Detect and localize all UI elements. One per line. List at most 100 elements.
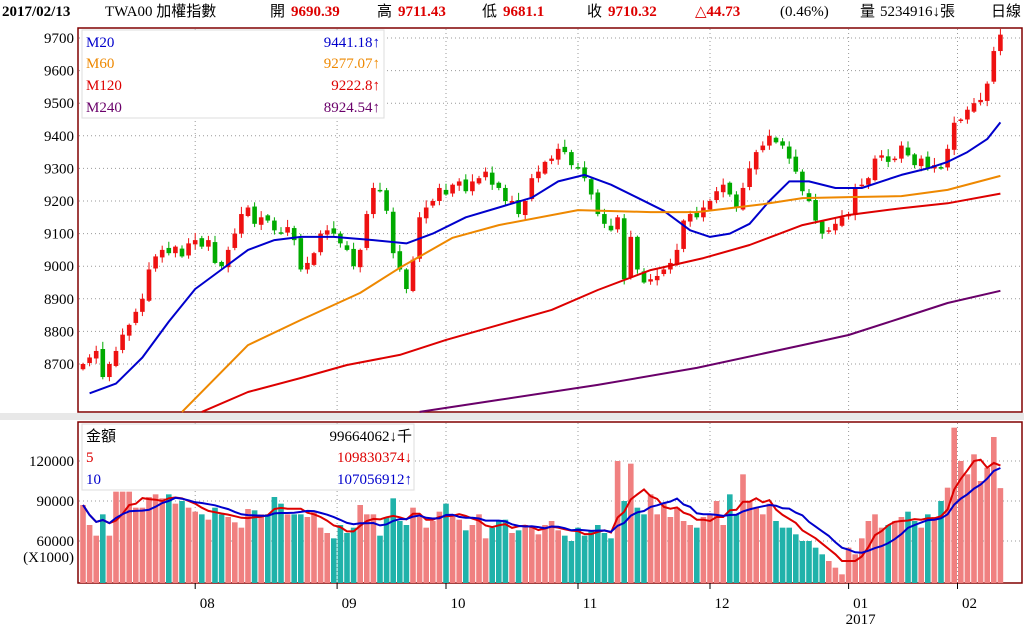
volume-tick-label: 120000 — [29, 454, 74, 470]
candle-body — [166, 247, 172, 254]
volume-bar — [119, 491, 126, 583]
volume-bar — [931, 517, 938, 583]
volume-bar — [964, 474, 971, 583]
volume-bar — [469, 525, 476, 583]
candle-body — [410, 259, 416, 291]
volume-bar — [581, 535, 588, 583]
volume-bar — [852, 554, 858, 583]
volume-bar — [562, 535, 568, 583]
volume-bar — [152, 494, 159, 583]
high-label: 高 — [377, 3, 392, 20]
candle-body — [107, 364, 112, 378]
volume-bar — [416, 517, 423, 583]
volume-bar — [311, 511, 317, 583]
candle-body — [186, 243, 191, 256]
volume-bar — [621, 501, 627, 583]
candle-body — [120, 334, 125, 350]
panel-splitter[interactable] — [0, 413, 1024, 420]
low-label: 低 — [482, 3, 497, 20]
candle-body — [470, 181, 475, 192]
volume-bar — [509, 533, 515, 583]
candle-body — [516, 200, 521, 215]
candle-body — [998, 34, 1003, 52]
candle-body — [404, 269, 409, 290]
candle-body — [364, 214, 370, 248]
candle-body — [390, 211, 396, 254]
volume-bar — [878, 527, 885, 583]
ma-line-m60 — [181, 174, 1001, 413]
volume-bar — [199, 514, 205, 583]
volume-bar — [529, 527, 535, 583]
symbol-name: TWA00 加權指數 — [105, 3, 216, 20]
volume-value: 5234916↓張 — [880, 4, 955, 20]
volume-bar — [410, 507, 416, 583]
price-tick-label: 9600 — [44, 64, 74, 80]
volume-bars — [80, 427, 1004, 583]
volume-bar — [938, 501, 944, 583]
volume-legend: 金額 99664062↓千 5 109830374↓ 10 107056912↑ — [81, 423, 415, 491]
legend-m20-value: 9441.18↑ — [324, 35, 380, 51]
candle-body — [899, 145, 904, 159]
volume-bar — [641, 514, 647, 583]
candle-body — [225, 249, 231, 268]
volume-bar — [832, 567, 839, 583]
candle-body — [978, 99, 983, 103]
candle-body — [984, 83, 990, 101]
candle-body — [232, 233, 238, 248]
candle-body — [991, 51, 997, 82]
quote-date: 2017/02/13 — [2, 4, 70, 20]
price-tick-label: 9500 — [44, 96, 74, 112]
volume-bar — [278, 503, 284, 583]
candle-body — [661, 269, 667, 275]
legend-ma10-value: 107056912↑ — [337, 472, 412, 488]
candle-body — [245, 207, 251, 216]
price-tick-label: 9200 — [44, 194, 74, 210]
legend-m120-name: M120 — [86, 78, 122, 94]
candle-body — [199, 238, 205, 247]
volume-bar — [159, 498, 165, 583]
volume-bar — [628, 463, 634, 583]
high-value: 9711.43 — [398, 4, 446, 20]
candle-body — [443, 189, 449, 195]
candle-body — [351, 248, 356, 267]
volume-bar — [997, 488, 1004, 583]
volume-label: 量 — [860, 4, 875, 20]
candle-body — [529, 178, 535, 200]
candle-body — [727, 182, 733, 195]
candle-body — [450, 184, 455, 194]
volume-bar — [482, 538, 489, 583]
month-label: 10 — [451, 596, 466, 612]
volume-bar — [548, 521, 555, 583]
volume-bar — [397, 521, 403, 583]
candle-body — [872, 158, 878, 181]
candle-body — [140, 298, 145, 312]
volume-bar — [364, 514, 370, 583]
candle-body — [628, 236, 634, 278]
volume-bar — [892, 521, 898, 583]
period-label[interactable]: 日線 — [991, 3, 1021, 20]
volume-bar — [568, 541, 575, 583]
candle-body — [813, 200, 818, 221]
price-tick-label: 9300 — [44, 161, 74, 177]
volume-bar — [859, 538, 865, 583]
volume-bar — [436, 511, 443, 583]
candle-body — [793, 156, 799, 172]
volume-bar — [331, 538, 337, 583]
price-tick-label: 9100 — [44, 227, 74, 243]
month-label: 02 — [962, 596, 977, 612]
legend-amount-value: 99664062↓千 — [329, 428, 412, 445]
candle-body — [252, 206, 257, 224]
candle-body — [912, 154, 917, 166]
volume-bar — [100, 514, 106, 583]
candle-body — [839, 217, 845, 226]
candle-body — [324, 230, 330, 235]
volume-bar — [298, 514, 304, 583]
volume-bar — [284, 514, 291, 583]
candle-body — [503, 187, 508, 201]
volume-tick-label: 60000 — [37, 534, 75, 550]
candle-body — [159, 249, 165, 258]
volume-bar — [106, 535, 113, 583]
candle-body — [760, 145, 766, 151]
volume-bar — [304, 517, 311, 583]
candle-body — [694, 212, 700, 218]
